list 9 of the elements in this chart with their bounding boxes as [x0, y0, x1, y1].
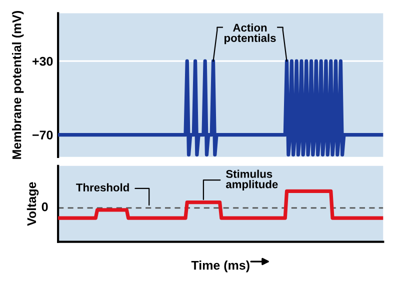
- y-tick-label: +30: [32, 56, 53, 66]
- y-axis-title: Membrane potential (mV): [12, 11, 24, 159]
- x-axis-title: Time (ms): [191, 260, 250, 272]
- text: 0: [42, 202, 48, 212]
- y-tick-label: −70: [32, 130, 53, 140]
- ref-line-label: Threshold: [76, 183, 129, 192]
- annotation: Action potentials: [224, 23, 276, 44]
- text: Stimulus amplitude: [226, 170, 278, 190]
- y-axis-title: Voltage: [26, 182, 39, 226]
